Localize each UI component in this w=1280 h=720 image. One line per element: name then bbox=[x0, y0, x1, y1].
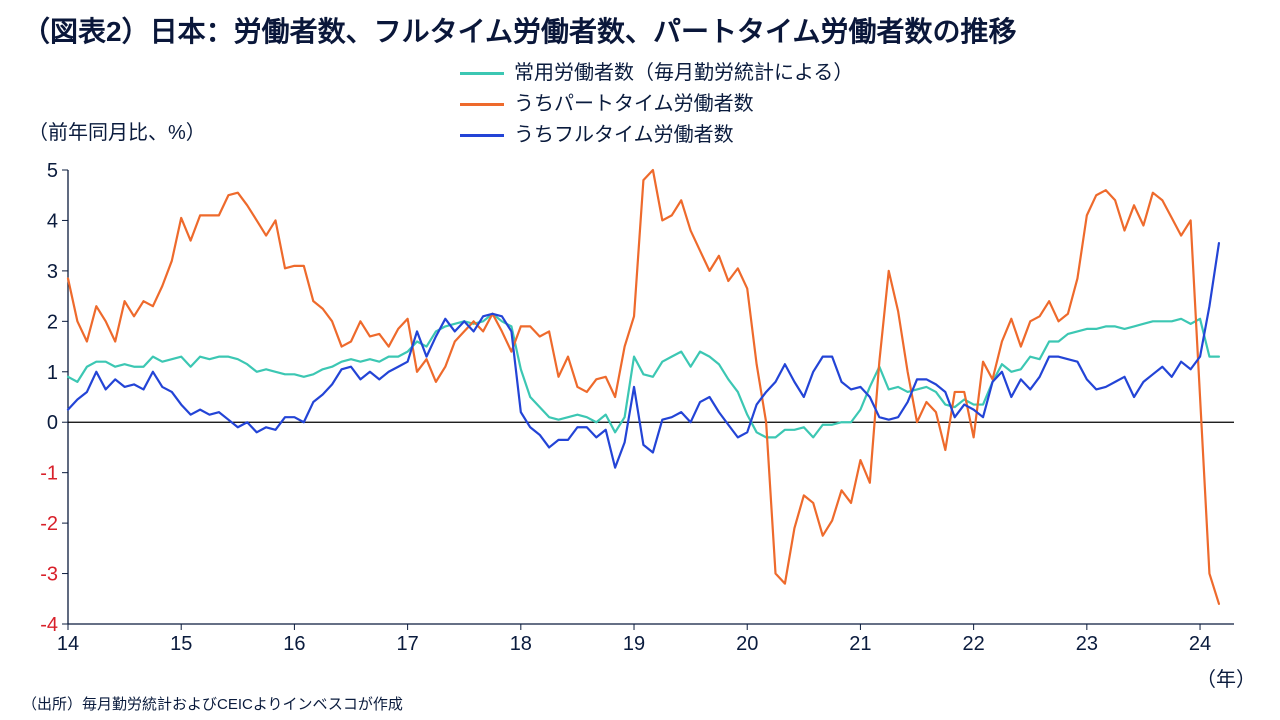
legend-item-2: うちフルタイム労働者数 bbox=[460, 120, 853, 151]
svg-text:23: 23 bbox=[1076, 633, 1098, 655]
legend-label-1: うちパートタイム労働者数 bbox=[514, 89, 754, 120]
y-axis-title: （前年同月比、%） bbox=[28, 116, 206, 145]
chart-source: （出所）毎月勤労統計およびCEICよりインベスコが作成 bbox=[22, 693, 403, 714]
svg-text:16: 16 bbox=[283, 633, 305, 655]
legend-swatch-1 bbox=[460, 103, 504, 106]
legend-label-0: 常用労働者数（毎月勤労統計による） bbox=[514, 58, 853, 89]
svg-text:24: 24 bbox=[1189, 633, 1211, 655]
svg-text:-1: -1 bbox=[40, 463, 58, 485]
svg-text:22: 22 bbox=[963, 633, 985, 655]
svg-text:4: 4 bbox=[47, 210, 58, 232]
chart-title: （図表2）日本：労働者数、フルタイム労働者数、パートタイム労働者数の推移 bbox=[0, 0, 1280, 56]
svg-text:-2: -2 bbox=[40, 513, 58, 535]
legend-item-0: 常用労働者数（毎月勤労統計による） bbox=[460, 58, 853, 89]
svg-text:14: 14 bbox=[57, 633, 79, 655]
svg-text:20: 20 bbox=[736, 633, 758, 655]
svg-text:21: 21 bbox=[849, 633, 871, 655]
svg-text:-3: -3 bbox=[40, 564, 58, 586]
legend: 常用労働者数（毎月勤労統計による） うちパートタイム労働者数 うちフルタイム労働… bbox=[460, 58, 853, 151]
legend-swatch-0 bbox=[460, 72, 504, 75]
legend-item-1: うちパートタイム労働者数 bbox=[460, 89, 853, 120]
svg-text:2: 2 bbox=[47, 311, 58, 333]
legend-swatch-2 bbox=[460, 134, 504, 137]
legend-label-2: うちフルタイム労働者数 bbox=[514, 120, 734, 151]
svg-text:15: 15 bbox=[170, 633, 192, 655]
x-axis-title: （年） bbox=[1196, 663, 1256, 692]
svg-text:-4: -4 bbox=[40, 614, 58, 636]
svg-text:0: 0 bbox=[47, 412, 58, 434]
svg-text:19: 19 bbox=[623, 633, 645, 655]
svg-text:3: 3 bbox=[47, 261, 58, 283]
svg-text:1: 1 bbox=[47, 362, 58, 384]
svg-text:5: 5 bbox=[47, 160, 58, 182]
svg-text:18: 18 bbox=[510, 633, 532, 655]
line-chart: -4-3-2-10123451415161718192021222324 bbox=[24, 160, 1254, 660]
svg-text:17: 17 bbox=[396, 633, 418, 655]
